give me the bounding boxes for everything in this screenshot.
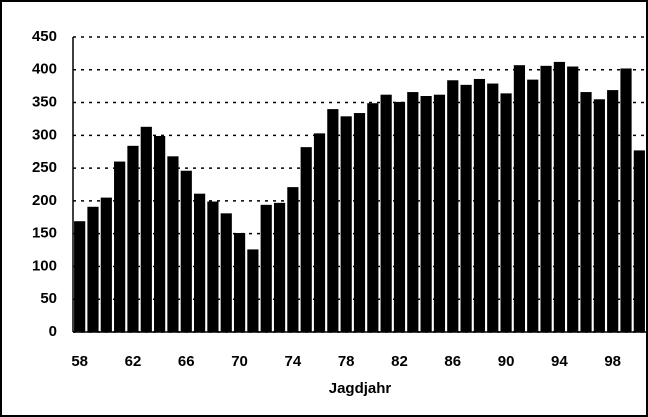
- bar: [247, 249, 259, 332]
- y-tick-label: 50: [40, 290, 57, 307]
- bar: [140, 126, 152, 332]
- y-tick-label: 450: [32, 28, 57, 45]
- y-tick-label: 350: [32, 94, 57, 111]
- y-tick-label: 100: [32, 257, 57, 274]
- x-tick-label: 66: [178, 353, 195, 370]
- bar: [300, 147, 312, 332]
- bar: [367, 103, 379, 332]
- bar: [193, 193, 206, 332]
- bar: [420, 96, 432, 332]
- x-tick-label: 94: [551, 353, 568, 370]
- x-tick-label: 86: [444, 353, 461, 370]
- bar: [167, 156, 179, 332]
- bar: [487, 83, 499, 333]
- y-tick-label: 200: [32, 192, 57, 209]
- x-tick-label: 70: [231, 353, 248, 370]
- bar: [327, 109, 339, 332]
- x-tick-label: 78: [338, 353, 355, 370]
- bar: [273, 202, 286, 332]
- bar: [353, 113, 366, 333]
- y-tick-label: 300: [32, 126, 57, 143]
- bar: [447, 80, 459, 333]
- bar: [567, 66, 579, 332]
- x-tick-label: 90: [498, 353, 515, 370]
- bar: [220, 213, 232, 332]
- y-tick-label: 400: [32, 61, 57, 78]
- bar: [473, 78, 486, 332]
- bar: [340, 116, 352, 332]
- bar: [607, 90, 619, 332]
- bar: [233, 233, 246, 332]
- y-tick-label: 150: [32, 225, 57, 242]
- bar: [500, 93, 512, 332]
- bar: [620, 68, 632, 332]
- bar: [527, 79, 539, 332]
- bar: [633, 150, 645, 332]
- bar: [114, 161, 126, 332]
- bar: [154, 135, 166, 332]
- x-axis-label: Jagdjahr: [329, 380, 392, 397]
- x-tick-label: 62: [125, 353, 142, 370]
- bar: [393, 101, 406, 333]
- bar: [207, 201, 219, 332]
- x-tick-label: 82: [391, 353, 408, 370]
- bar: [87, 206, 99, 332]
- x-tick-label: 98: [604, 353, 621, 370]
- x-tick-label: 58: [71, 353, 88, 370]
- x-tick-label: 74: [285, 353, 302, 370]
- bar: [513, 65, 526, 332]
- bar: [580, 92, 592, 332]
- bar: [380, 94, 392, 332]
- bar: [540, 65, 552, 332]
- y-tick-label: 0: [49, 323, 57, 340]
- bar: [100, 197, 112, 332]
- bar: [460, 84, 472, 332]
- bar: [407, 92, 419, 332]
- bar: [593, 99, 605, 333]
- bar: [127, 145, 139, 332]
- bar: [74, 221, 86, 332]
- bar: [260, 204, 272, 332]
- bar: [180, 170, 192, 332]
- bar: [287, 187, 299, 332]
- bar: [433, 94, 446, 332]
- y-tick-label: 250: [32, 159, 57, 176]
- bar: [553, 61, 565, 333]
- bar: [313, 133, 326, 332]
